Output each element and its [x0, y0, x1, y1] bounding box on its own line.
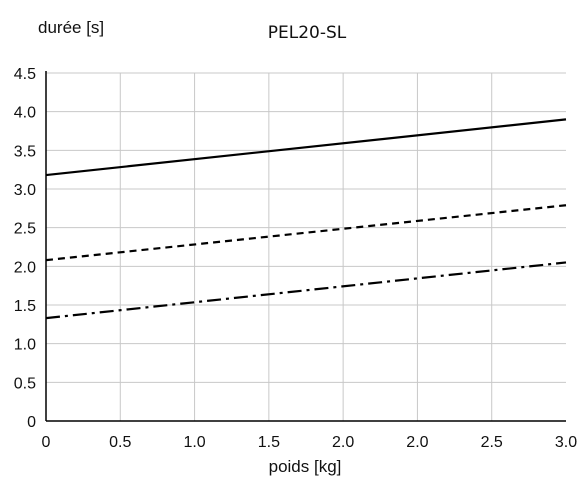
y-tick-label: 1.0 — [14, 337, 36, 354]
series-line-solid — [45, 118, 567, 177]
y-tick-labels: 0 0.5 1.0 1.5 2.0 2.5 3.0 3.5 4.0 4.5 — [14, 66, 36, 431]
y-tick-label: 3.0 — [14, 182, 36, 199]
y-tick-label: 3.5 — [14, 143, 36, 160]
y-tick-label: 1.5 — [14, 298, 36, 315]
x-tick-label: 1.5 — [258, 434, 280, 451]
y-tick-label: 4.5 — [14, 66, 36, 83]
series-line-dashed — [45, 204, 567, 262]
x-tick-label: 1.0 — [183, 434, 205, 451]
x-tick-label: 0 — [42, 434, 51, 451]
grid — [46, 72, 566, 421]
axes — [45, 71, 566, 422]
x-axis-label: poids [kg] — [269, 457, 342, 476]
y-axis-label: durée [s] — [38, 18, 104, 37]
x-tick-label: 2.0 — [406, 434, 428, 451]
x-tick-label: 2.5 — [481, 434, 503, 451]
y-tick-label: 0 — [27, 414, 36, 431]
series-group — [45, 118, 567, 320]
x-tick-label: 2.0 — [332, 434, 354, 451]
x-tick-labels: 0 0.5 1.0 1.5 2.0 2.0 2.5 3.0 — [42, 434, 578, 451]
y-tick-label: 4.0 — [14, 105, 36, 122]
series-line-dash-dot — [45, 261, 567, 320]
y-tick-label: 2.0 — [14, 259, 36, 276]
x-tick-label: 3.0 — [555, 434, 577, 451]
chart-title: PEL20-SL — [268, 23, 347, 43]
x-tick-label: 0.5 — [109, 434, 131, 451]
y-tick-label: 2.5 — [14, 221, 36, 238]
y-tick-label: 0.5 — [14, 375, 36, 392]
